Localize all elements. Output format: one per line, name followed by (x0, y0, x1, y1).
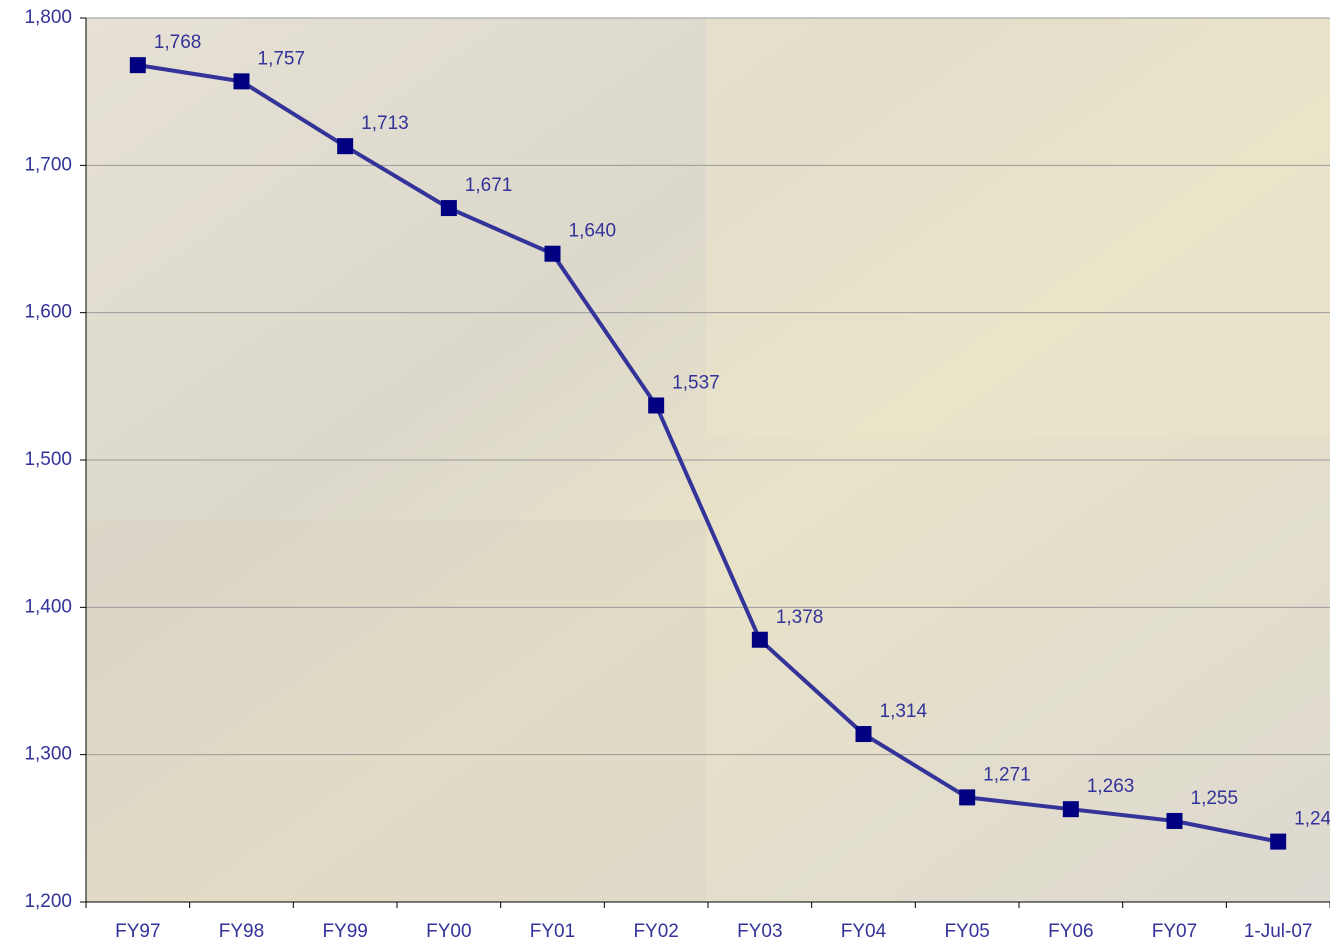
background-texture (86, 520, 706, 902)
y-tick-label: 1,600 (24, 302, 72, 323)
x-tick-label: FY03 (737, 921, 782, 942)
page: 1,200 1,300 1,400 1,500 1,600 1,700 1,800 FY97 F… (0, 0, 1330, 948)
y-tick-label: 1,700 (24, 154, 72, 175)
x-tick-label: FY04 (841, 921, 887, 942)
x-tick-label: FY98 (219, 921, 264, 942)
data-label: 1,271 (983, 764, 1031, 785)
y-tick-label: 1,200 (24, 891, 72, 912)
data-marker (856, 726, 872, 742)
data-label: 1,757 (258, 48, 306, 69)
y-tick-label: 1,500 (24, 449, 72, 470)
x-tick-label: 1-Jul-07 (1244, 921, 1313, 942)
x-tick-label: FY07 (1152, 921, 1197, 942)
data-marker (1063, 801, 1079, 817)
data-label: 1,671 (465, 175, 513, 196)
y-tick-label: 1,800 (24, 7, 72, 28)
x-tick-label: FY06 (1048, 921, 1093, 942)
chart: 1,200 1,300 1,400 1,500 1,600 1,700 1,800 FY97 F… (0, 0, 1330, 948)
data-marker (441, 200, 457, 216)
x-tick-label: FY00 (426, 921, 471, 942)
background-texture (706, 18, 1330, 438)
x-tick-label: FY05 (944, 921, 989, 942)
x-tick-label: FY99 (322, 921, 367, 942)
data-label: 1,314 (880, 701, 928, 722)
data-label: 1,640 (569, 221, 617, 242)
data-marker (959, 789, 975, 805)
data-label: 1,378 (776, 607, 824, 628)
data-label: 1,713 (361, 113, 409, 134)
x-tick-label: FY97 (115, 921, 160, 942)
data-marker (752, 632, 768, 648)
data-label: 1,537 (672, 373, 720, 394)
data-label: 1,263 (1087, 776, 1135, 797)
data-marker (234, 73, 250, 89)
x-tick-label: FY01 (530, 921, 575, 942)
data-label: 1,241 (1294, 809, 1330, 830)
data-label: 1,255 (1191, 788, 1239, 809)
data-marker (1167, 813, 1183, 829)
y-tick-label: 1,400 (24, 596, 72, 617)
data-label: 1,768 (154, 32, 202, 53)
data-marker (130, 57, 146, 73)
x-tick-label: FY02 (633, 921, 678, 942)
data-marker (648, 397, 664, 413)
y-tick-label: 1,300 (24, 744, 72, 765)
data-marker (337, 138, 353, 154)
data-marker (545, 246, 561, 262)
data-marker (1270, 834, 1286, 850)
